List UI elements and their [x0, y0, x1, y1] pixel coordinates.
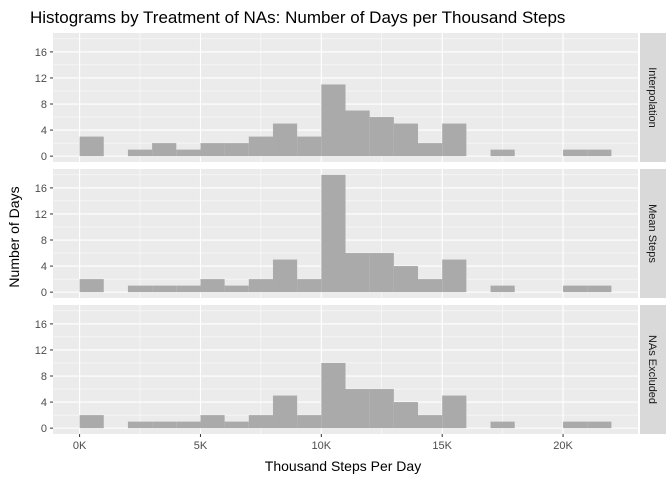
histogram-bar — [442, 259, 467, 293]
y-tick-label: 4 — [41, 125, 47, 137]
histogram-bar — [587, 421, 612, 429]
histogram-bar — [442, 123, 467, 157]
histogram-bar — [248, 415, 273, 429]
x-axis: 0K 5K 10K 15K 20K — [73, 434, 574, 452]
histogram-bar — [563, 421, 588, 429]
y-tick-label: 16 — [35, 319, 47, 331]
histogram-bar — [79, 279, 104, 293]
histogram-bar — [248, 279, 273, 293]
x-tick-label: 5K — [194, 440, 208, 452]
histogram-bar — [127, 149, 153, 157]
y-tick-label: 4 — [41, 261, 47, 273]
y-tick-label: 0 — [41, 151, 47, 163]
facet-strip — [640, 169, 666, 298]
histogram-bar — [272, 395, 298, 429]
histogram-bar — [272, 123, 298, 157]
histogram-bar — [176, 285, 201, 293]
histogram-bar — [200, 279, 225, 293]
x-tick-label: 10K — [312, 440, 332, 452]
histogram-bar — [321, 84, 346, 157]
facet-panel-nas-excluded: 0 4 8 12 16 NAs Excluded — [35, 305, 666, 435]
histogram-bar — [224, 143, 249, 157]
histogram-bar — [176, 421, 201, 429]
x-tick-label: 0K — [73, 440, 87, 452]
histogram-bar — [345, 253, 370, 293]
y-tick-label: 16 — [35, 183, 47, 195]
histogram-bar — [152, 421, 177, 429]
histogram-bar — [490, 285, 515, 293]
x-axis-title: Thousand Steps Per Day — [265, 458, 421, 474]
histogram-bar — [563, 285, 588, 293]
histogram-bar — [272, 259, 298, 293]
histogram-bar — [224, 285, 249, 293]
histogram-bar — [176, 149, 201, 157]
y-tick-label: 0 — [41, 287, 47, 299]
x-tick-label: 20K — [553, 440, 573, 452]
histogram-bar — [369, 389, 394, 429]
histogram-bar — [321, 362, 346, 429]
x-tick-label: 15K — [432, 440, 452, 452]
histogram-bar — [79, 415, 104, 429]
histogram-bar — [297, 415, 322, 429]
y-tick-label: 16 — [35, 47, 47, 59]
histogram-bar — [490, 421, 515, 429]
histogram-bar — [418, 143, 443, 157]
histogram-bar — [127, 421, 153, 429]
histogram-bar — [79, 136, 104, 157]
histogram-bar — [152, 143, 177, 157]
y-tick-label: 12 — [35, 73, 47, 85]
y-tick-label: 0 — [41, 423, 47, 435]
histogram-bar — [490, 149, 515, 157]
histogram-bar — [297, 279, 322, 293]
histogram-bar — [200, 415, 225, 429]
histogram-bar — [152, 285, 177, 293]
y-tick-label: 12 — [35, 345, 47, 357]
histogram-bar — [369, 117, 394, 157]
y-axis-title: Number of Days — [6, 186, 22, 287]
y-tick-label: 8 — [41, 235, 47, 247]
y-tick-label: 8 — [41, 99, 47, 111]
histogram-bar — [393, 266, 419, 293]
facet-strip-label: Interpolation — [646, 67, 658, 128]
histogram-bar — [345, 110, 370, 157]
histogram-bar — [345, 389, 370, 429]
facet-panel-interpolation: 0 4 8 12 16 Interpolation — [35, 33, 666, 163]
histogram-bar — [200, 143, 225, 157]
histogram-bar — [563, 149, 588, 157]
histogram-bar — [321, 174, 346, 293]
y-tick-label: 4 — [41, 397, 47, 409]
histogram-bar — [297, 136, 322, 157]
histogram-bar — [369, 253, 394, 293]
facet-panel-mean-steps: 0 4 8 12 16 Mean Steps — [35, 169, 666, 299]
histogram-bar — [442, 395, 467, 429]
facet-strip-label: NAs Excluded — [646, 335, 658, 404]
histogram-bar — [587, 285, 612, 293]
facet-strip — [640, 305, 666, 434]
histogram-bar — [418, 415, 443, 429]
histogram-bar — [127, 285, 153, 293]
histogram-bar — [587, 149, 612, 157]
histogram-bar — [224, 421, 249, 429]
histogram-bar — [418, 279, 443, 293]
facet-panels: 0 4 8 12 16 Interpolation 0 4 8 12 16 Mean Steps 0 4 8… — [35, 33, 666, 435]
y-tick-label: 12 — [35, 209, 47, 221]
y-tick-label: 8 — [41, 371, 47, 383]
chart-title: Histograms by Treatment of NAs: Number o… — [30, 8, 565, 27]
histogram-bar — [248, 136, 273, 157]
facet-strip — [640, 33, 666, 162]
facet-strip-label: Mean Steps — [646, 204, 658, 263]
histogram-bar — [393, 123, 419, 157]
histogram-bar — [393, 402, 419, 429]
